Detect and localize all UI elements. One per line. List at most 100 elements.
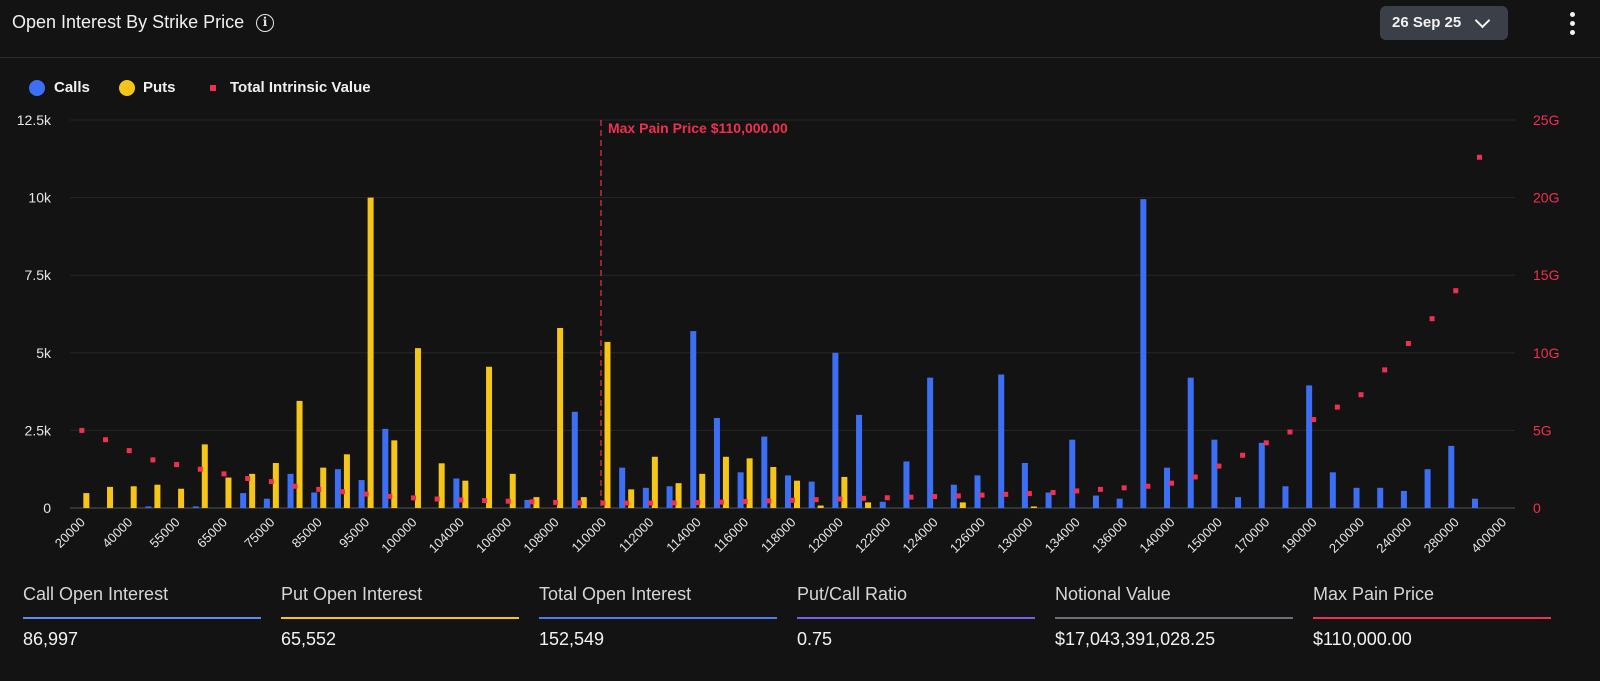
stat-value: $110,000.00 — [1313, 629, 1412, 649]
call-bar — [1021, 462, 1028, 508]
stat-underline — [539, 617, 777, 619]
x-tick-label: 40000 — [99, 515, 135, 551]
more-options-icon[interactable] — [1564, 12, 1584, 38]
call-bar — [808, 481, 815, 508]
x-tick-label: 116000 — [711, 515, 752, 556]
intrinsic-value-point — [671, 500, 677, 506]
stat-put-call-ratio: Put/Call Ratio 0.75 — [797, 584, 1035, 650]
intrinsic-value-point — [742, 498, 748, 504]
call-bar — [145, 506, 152, 508]
chart-header: Open Interest By Strike Price i 26 Sep 2… — [0, 0, 1600, 58]
intrinsic-value-point — [1145, 483, 1151, 489]
legend-label-intrinsic: Total Intrinsic Value — [230, 79, 371, 96]
x-tick-label: 124000 — [899, 515, 940, 556]
intrinsic-value-point — [268, 479, 274, 485]
x-tick-label: 136000 — [1089, 515, 1130, 556]
intrinsic-value-point — [529, 499, 535, 505]
stat-value: 86,997 — [23, 629, 79, 649]
put-bar — [343, 454, 350, 508]
call-bar — [192, 506, 199, 508]
intrinsic-value-point — [1405, 340, 1411, 346]
put-bar — [272, 462, 279, 508]
call-bar — [334, 469, 341, 508]
y-right-tick-label: 0 — [1533, 500, 1541, 516]
intrinsic-value-point — [718, 499, 724, 505]
call-bar — [998, 374, 1005, 508]
intrinsic-value-point — [1476, 154, 1482, 160]
put-bar — [391, 440, 398, 508]
stat-label: Put Open Interest — [281, 584, 423, 604]
put-bar — [320, 467, 327, 508]
x-tick-label: 114000 — [663, 515, 704, 556]
stat-label: Put/Call Ratio — [797, 584, 908, 604]
x-tick-label: 110000 — [569, 515, 610, 556]
legend-label-calls: Calls — [54, 79, 90, 96]
expiry-date-dropdown[interactable]: 26 Sep 25 — [1380, 6, 1508, 40]
intrinsic-value-point — [908, 494, 914, 500]
put-bar — [178, 488, 185, 508]
put-bar — [651, 456, 658, 508]
put-bar — [414, 348, 421, 508]
chart-title: Open Interest By Strike Price — [12, 12, 245, 32]
x-tick-label: 280000 — [1421, 515, 1462, 556]
call-bar — [903, 461, 910, 508]
stat-label: Total Open Interest — [539, 584, 692, 604]
put-bar — [533, 497, 540, 508]
y-right-tick-label: 20G — [1533, 190, 1559, 206]
x-tick-label: 95000 — [336, 515, 372, 551]
intrinsic-legend-marker — [210, 85, 216, 91]
call-bar — [524, 499, 531, 508]
x-tick-label: 20000 — [52, 515, 88, 551]
info-icon[interactable]: i — [256, 14, 274, 32]
call-bar — [713, 417, 720, 508]
put-bar — [770, 467, 777, 508]
x-tick-label: 120000 — [805, 515, 846, 556]
x-tick-label: 140000 — [1136, 515, 1177, 556]
call-bar — [1211, 439, 1218, 508]
stat-value: $17,043,391,028.25 — [1055, 629, 1216, 649]
intrinsic-value-point — [1263, 440, 1269, 446]
stat-underline — [1055, 617, 1293, 619]
x-tick-label: 126000 — [947, 515, 988, 556]
call-bar — [382, 428, 389, 508]
intrinsic-value-point — [932, 494, 938, 500]
intrinsic-value-point — [766, 498, 772, 504]
call-bar — [1353, 487, 1360, 508]
stat-value: 65,552 — [281, 629, 337, 649]
x-tick-label: 55000 — [147, 515, 183, 551]
x-tick-label: 65000 — [194, 515, 230, 551]
intrinsic-value-point — [813, 497, 819, 503]
x-tick-label: 210000 — [1326, 515, 1367, 556]
put-bar — [1030, 506, 1037, 508]
put-bar — [154, 484, 161, 508]
put-bar — [225, 477, 232, 508]
x-tick-label: 108000 — [520, 515, 561, 556]
y-right-tick-label: 25G — [1533, 112, 1559, 128]
y-right-tick-label: 15G — [1533, 267, 1559, 283]
intrinsic-value-point — [1003, 491, 1009, 497]
call-bar — [879, 501, 886, 508]
intrinsic-value-point — [292, 483, 298, 489]
intrinsic-value-point — [1287, 429, 1293, 435]
intrinsic-value-point — [339, 489, 345, 495]
call-bar — [832, 352, 839, 508]
x-tick-label: 100000 — [378, 515, 419, 556]
call-bar — [1258, 442, 1265, 508]
intrinsic-value-point — [363, 491, 369, 497]
intrinsic-value-point — [505, 498, 511, 504]
put-bar — [557, 327, 564, 508]
intrinsic-value-point — [1334, 404, 1340, 410]
put-bar — [438, 463, 445, 508]
call-bar — [571, 411, 578, 508]
put-bar — [107, 486, 114, 508]
legend-label-puts: Puts — [143, 79, 176, 96]
stat-call-open-interest: Call Open Interest 86,997 — [23, 584, 261, 650]
stat-label: Call Open Interest — [23, 584, 169, 604]
call-bar — [1045, 492, 1052, 508]
open-interest-chart: 0 2.5k 5k 7.5k 10k 12.5k 0 5G 10G 15G 20G 25G Max Pa… — [17, 112, 1560, 556]
y-left-tick-label: 0 — [43, 500, 51, 516]
call-bar — [1092, 495, 1099, 508]
call-bar — [1424, 469, 1431, 508]
y-left-tick-label: 2.5k — [25, 422, 52, 438]
intrinsic-value-point — [1097, 486, 1103, 492]
